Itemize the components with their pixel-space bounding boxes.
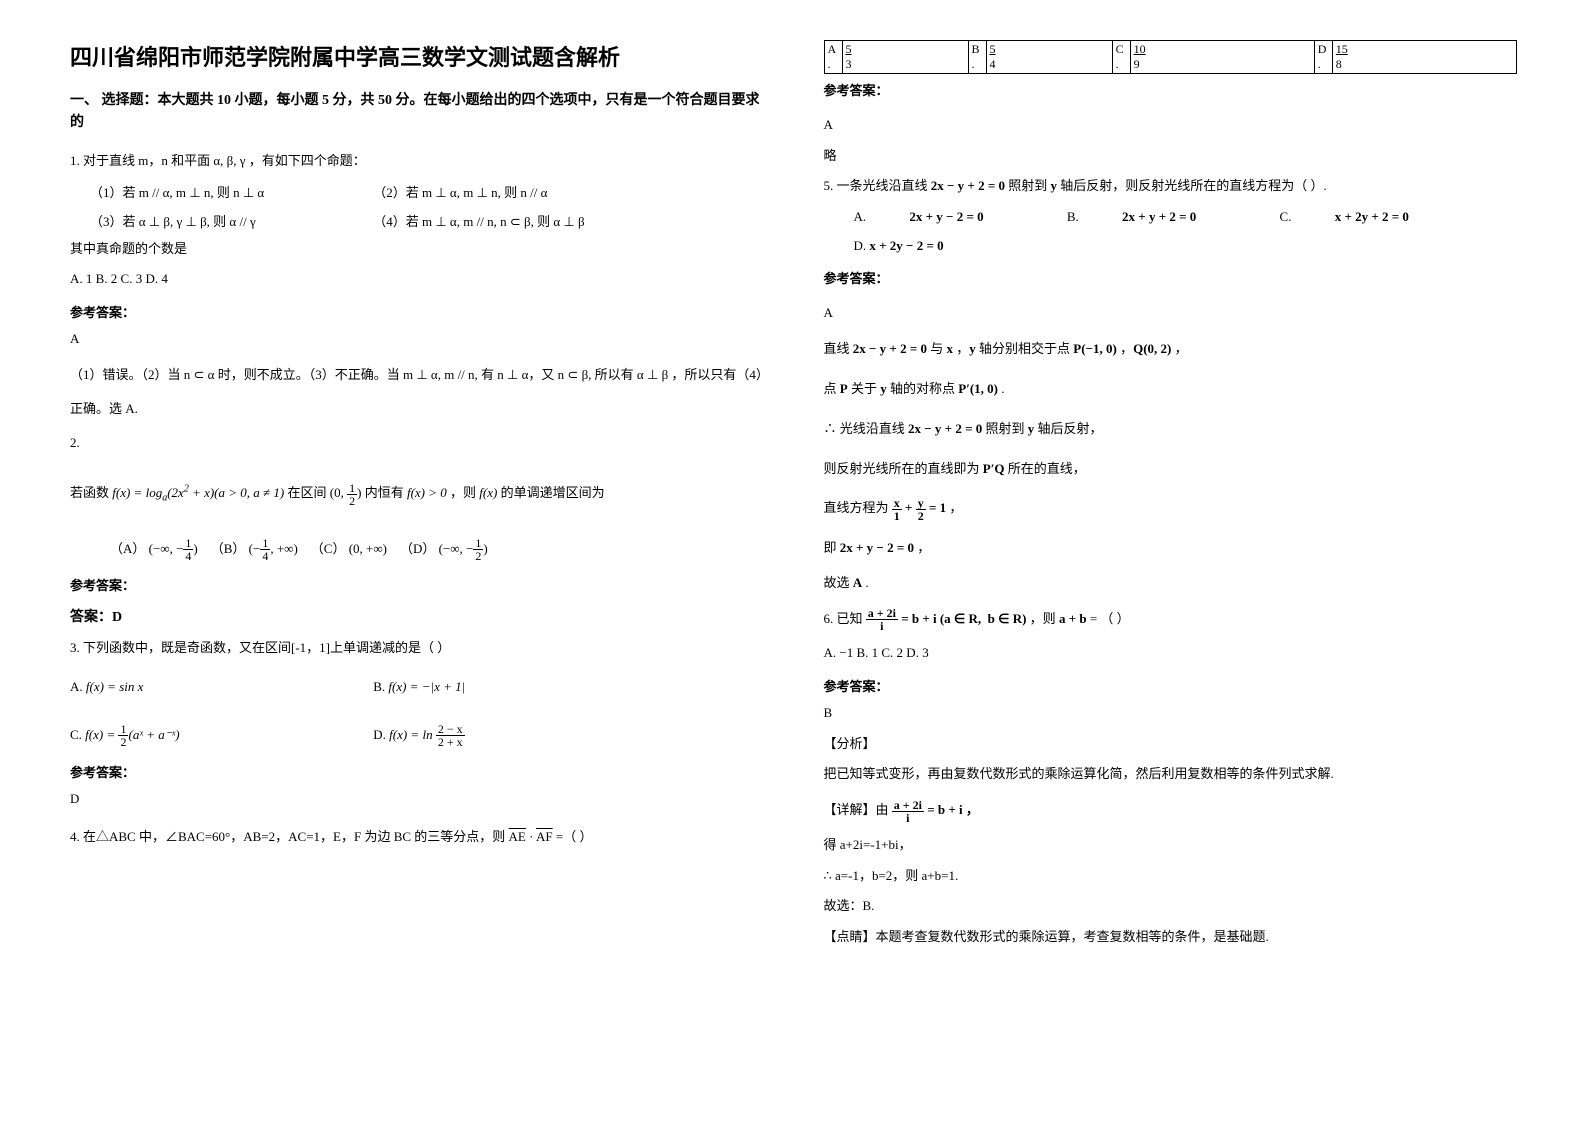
q4-answer-letter: A	[824, 113, 1518, 138]
q1-p1: （1）若 m // α, m ⊥ n, 则 n ⊥ α	[90, 179, 370, 208]
q4-answer-label: 参考答案：	[824, 80, 1518, 99]
q1-stem: 1. 对于直线 m，n 和平面 α, β, γ ，有如下四个命题：	[70, 149, 764, 174]
q6-point: 【点睛】本题考查复数代数形式的乘除运算，考查复数相等的条件，是基础题.	[824, 925, 1518, 950]
q2B-d: 4	[260, 550, 270, 562]
q5-e7: 故选 A .	[824, 571, 1518, 596]
q4-A-val: 53	[842, 41, 968, 74]
q3C-d: 2	[118, 736, 128, 748]
q2-options: （A） (−∞, −14) （B） (−14, +∞) （C） (0, +∞) …	[110, 532, 764, 566]
q6-analysis-label: 【分析】	[824, 732, 1518, 757]
q6-e3: 故选：B.	[824, 894, 1518, 919]
q4-D-label: D.	[1314, 41, 1332, 74]
q1-answer-label: 参考答案：	[70, 302, 764, 321]
q6-options: A. −1 B. 1 C. 2 D. 3	[824, 641, 1518, 666]
left-column: 四川省绵阳市师范学院附属中学高三数学文测试题含解析 一、 选择题：本大题共 10…	[70, 40, 794, 1082]
q3-optA: f(x) = sin x	[86, 679, 144, 694]
q4-B-val: 54	[986, 41, 1112, 74]
q2D-d: 2	[473, 550, 483, 562]
q5-e3: ∴ 光线沿直线 2x − y + 2 = 0 照射到 y 轴后反射，	[824, 412, 1518, 446]
q2-optC-txt: (0, +∞)	[349, 541, 387, 556]
q4-C-label: C.	[1112, 41, 1130, 74]
q5-answer-label: 参考答案：	[824, 268, 1518, 287]
q1-p4: （4）若 m ⊥ α, m // n, n ⊂ β, 则 α ⊥ β	[373, 214, 584, 229]
q5-e1: 直线 2x − y + 2 = 0 与 x ，y 轴分别相交于点 P(−1, 0…	[824, 332, 1518, 366]
q3-optC-post: (aˣ + a⁻ˣ)	[128, 727, 179, 742]
q5-e5-yd: 2	[916, 510, 926, 522]
q2-optC-pre: （C）	[311, 541, 346, 556]
q3-stem: 3. 下列函数中，既是奇函数，又在区间[-1，1]上单调递减的是（ ）	[70, 636, 764, 661]
q1-prop-row1: （1）若 m // α, m ⊥ n, 则 n ⊥ α （2）若 m ⊥ α, …	[90, 179, 764, 208]
q4-B-label: B.	[968, 41, 986, 74]
document-title: 四川省绵阳市师范学院附属中学高三数学文测试题含解析	[70, 40, 764, 72]
q6-det-n: a + 2i	[892, 799, 924, 812]
q2-optD-pre: （D）	[400, 541, 435, 556]
q2-answer-line: 答案：D	[70, 606, 764, 626]
q2-stem: 若函数 f(x) = loga(2x2 + x)(a > 0, a ≠ 1) 在…	[70, 476, 764, 512]
q2-int-d: 2	[347, 495, 357, 507]
q5-e4: 则反射光线所在的直线即为 P′Q 所在的直线，	[824, 452, 1518, 486]
q3-optD-pre: f(x) = ln	[389, 727, 436, 742]
q3-optC-pre: f(x) =	[85, 727, 118, 742]
q6-e2: ∴ a=-1，b=2，则 a+b=1.	[824, 864, 1518, 889]
q5-B: 2x + y + 2 = 0	[1122, 205, 1196, 230]
q4-options-table: A. 53 B. 54 C. 109 D. 158	[824, 40, 1518, 74]
q6-answer-letter: B	[824, 701, 1518, 726]
q2-optA-pre: （A）	[110, 541, 145, 556]
q6-stem: 6. 已知 a + 2ii = b + i (a ∈ R, b ∈ R) ，则 …	[824, 602, 1518, 636]
q3-answer-letter: D	[70, 787, 764, 812]
q6-analysis-1: 把已知等式变形，再由复数代数形式的乘除运算化简，然后利用复数相等的条件列式求解.	[824, 762, 1518, 787]
q4-D-val: 158	[1332, 41, 1516, 74]
right-column: A. 53 B. 54 C. 109 D. 158 参考答案： A 略 5. 一…	[794, 40, 1518, 1082]
q5-e5-yn: y	[916, 497, 926, 510]
q5-e2: 点 P 关于 y 轴的对称点 P′(1, 0) .	[824, 372, 1518, 406]
q3-optB: f(x) = −|x + 1|	[388, 679, 465, 694]
q5-e6: 即 2x + y − 2 = 0 ，	[824, 531, 1518, 565]
q1-answer-letter: A	[70, 327, 764, 352]
q5-opts-row1: A. 2x + y − 2 = 0 B. 2x + y + 2 = 0 C. x…	[854, 205, 1518, 230]
q2-answer-label: 参考答案：	[70, 575, 764, 594]
q2-int-n: 1	[347, 482, 357, 495]
q4-略: 略	[824, 144, 1518, 169]
q1-p3: （3）若 α ⊥ β, γ ⊥ β, 则 α // γ	[90, 208, 370, 237]
q4-stem: 4. 在△ABC 中，∠BAC=60°，AB=2，AC=1，E，F 为边 BC …	[70, 825, 764, 850]
q5-e5-xn: x	[892, 497, 902, 510]
q5-stem: 5. 一条光线沿直线 2x − y + 2 = 0 照射到 y 轴后反射，则反射…	[824, 174, 1518, 199]
q5-D: x + 2y − 2 = 0	[869, 238, 943, 253]
q4-C-val: 109	[1130, 41, 1314, 74]
q3-row2: C. f(x) = 12(aˣ + a⁻ˣ) D. f(x) = ln 2 − …	[70, 718, 764, 752]
q3D-d: 2 + x	[436, 736, 465, 748]
q5-e5-xd: 1	[892, 510, 902, 522]
q5-opts-row2: D. x + 2y − 2 = 0	[854, 234, 1518, 259]
q6-det-d: i	[892, 812, 924, 824]
q6-frac-d: i	[866, 620, 898, 632]
q2-optB-pre: （B）	[211, 541, 246, 556]
q1-explanation: （1）错误。（2）当 n ⊂ α 时，则不成立。（3）不正确。当 m ⊥ α, …	[70, 358, 764, 426]
q6-detail: 【详解】由 a + 2ii = b + i ，	[824, 793, 1518, 827]
q1-prop-row2: （3）若 α ⊥ β, γ ⊥ β, 则 α // γ （4）若 m ⊥ α, …	[90, 208, 764, 237]
section-1-heading: 一、 选择题：本大题共 10 小题，每小题 5 分，共 50 分。在每小题给出的…	[70, 90, 764, 135]
q1-options: A. 1 B. 2 C. 3 D. 4	[70, 267, 764, 292]
q5-C: x + 2y + 2 = 0	[1335, 205, 1409, 230]
q3-row1: A. f(x) = sin x B. f(x) = −|x + 1|	[70, 675, 764, 700]
q4-A-label: A.	[824, 41, 842, 74]
q2A-d: 4	[183, 550, 193, 562]
q1-tail: 其中真命题的个数是	[70, 237, 764, 262]
q5-answer-letter: A	[824, 301, 1518, 326]
q5-e5: 直线方程为 x1 + y2 = 1 ，	[824, 491, 1518, 525]
q2-number: 2.	[70, 431, 764, 456]
q6-e1: 得 a+2i=-1+bi，	[824, 833, 1518, 858]
q5-A: 2x + y − 2 = 0	[909, 205, 983, 230]
q1-p2: （2）若 m ⊥ α, m ⊥ n, 则 n // α	[373, 185, 547, 200]
q6-answer-label: 参考答案：	[824, 676, 1518, 695]
q3-answer-label: 参考答案：	[70, 762, 764, 781]
